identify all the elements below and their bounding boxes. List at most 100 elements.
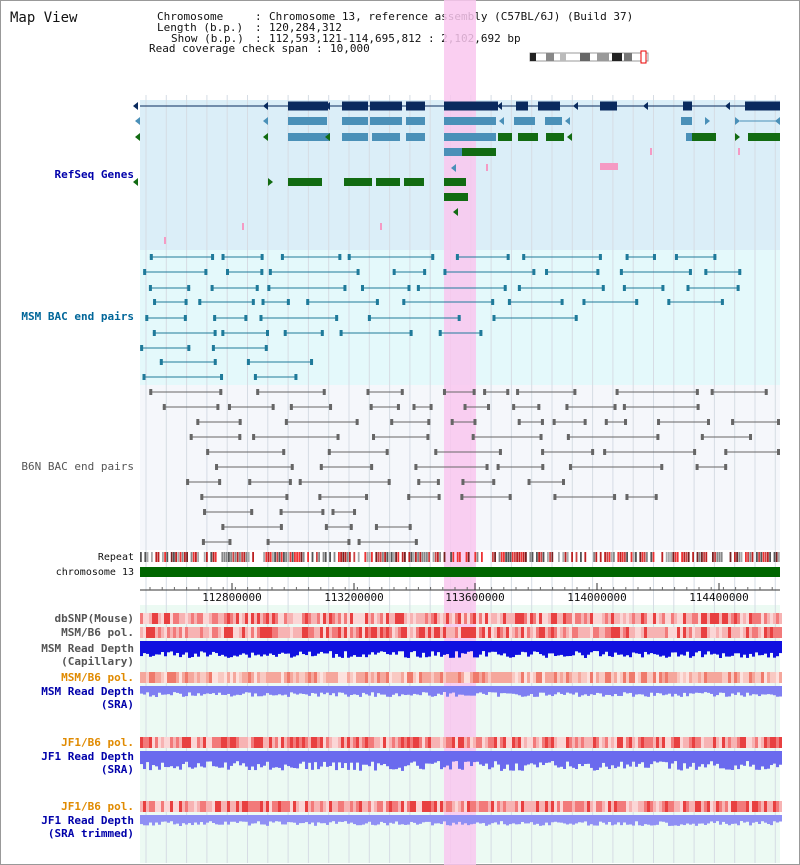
polymorphism-cell bbox=[269, 613, 272, 624]
b6n-bac-pair-end bbox=[749, 434, 753, 440]
read-depth-bar bbox=[683, 641, 686, 656]
read-depth-bar bbox=[176, 641, 179, 653]
polymorphism-cell bbox=[602, 613, 605, 624]
b6n-bac-pair-end bbox=[321, 509, 325, 515]
polymorphism-cell bbox=[605, 613, 608, 624]
read-depth-bar bbox=[170, 641, 173, 652]
polymorphism-cell bbox=[326, 627, 329, 638]
refseq-exon bbox=[514, 117, 535, 125]
polymorphism-cell bbox=[206, 672, 209, 683]
polymorphism-cell bbox=[482, 613, 485, 624]
polymorphism-cell bbox=[317, 672, 320, 683]
read-depth-bar bbox=[533, 641, 536, 652]
polymorphism-cell bbox=[161, 672, 164, 683]
polymorphism-cell bbox=[602, 627, 605, 638]
polymorphism-cell bbox=[506, 737, 509, 748]
read-depth-bar bbox=[542, 686, 545, 693]
read-depth-bar bbox=[755, 641, 758, 653]
polymorphism-cell bbox=[545, 737, 548, 748]
track-label-msm-bac[interactable]: MSM BAC end pairs bbox=[21, 310, 134, 323]
polymorphism-cell bbox=[311, 627, 314, 638]
read-depth-bar bbox=[260, 686, 263, 697]
polymorphism-cell bbox=[638, 801, 641, 812]
polymorphism-cell bbox=[257, 737, 260, 748]
polymorphism-cell bbox=[356, 801, 359, 812]
read-depth-bar bbox=[725, 686, 728, 697]
read-depth-bar bbox=[206, 751, 209, 762]
read-depth-bar bbox=[572, 815, 575, 825]
b6n-bac-pair-end bbox=[266, 539, 270, 545]
polymorphism-cell bbox=[338, 737, 341, 748]
read-depth-bar bbox=[599, 815, 602, 822]
polymorphism-cell bbox=[659, 737, 662, 748]
polymorphism-cell bbox=[677, 672, 680, 683]
polymorphism-cell bbox=[293, 627, 296, 638]
read-depth-bar bbox=[263, 641, 266, 655]
polymorphism-cell bbox=[683, 627, 686, 638]
polymorphism-cell bbox=[581, 737, 584, 748]
repeat-element bbox=[439, 552, 441, 562]
read-depth-bar bbox=[662, 751, 665, 762]
refseq-exon bbox=[288, 117, 327, 125]
polymorphism-cell bbox=[656, 672, 659, 683]
read-depth-bar bbox=[620, 686, 623, 696]
read-depth-bar bbox=[437, 686, 440, 694]
polymorphism-cell bbox=[608, 737, 611, 748]
polymorphism-cell bbox=[590, 627, 593, 638]
read-depth-bar bbox=[473, 751, 476, 763]
read-depth-bar bbox=[572, 686, 575, 695]
b6n-bac-pair-end bbox=[390, 419, 394, 425]
read-depth-bar bbox=[191, 751, 194, 769]
track-label-b6n-bac[interactable]: B6N BAC end pairs bbox=[21, 460, 134, 473]
gene-arrow bbox=[453, 208, 458, 216]
read-depth-bar bbox=[461, 751, 464, 770]
track-label-refseq-genes[interactable]: RefSeq Genes bbox=[54, 168, 134, 181]
read-depth-bar bbox=[188, 686, 191, 693]
b6n-bac-pair-end bbox=[764, 389, 768, 395]
read-depth-bar bbox=[449, 751, 452, 770]
polymorphism-cell bbox=[140, 627, 143, 638]
repeat-element bbox=[542, 552, 545, 562]
polymorphism-cell bbox=[449, 737, 452, 748]
polymorphism-cell bbox=[488, 801, 491, 812]
polymorphism-cell bbox=[248, 672, 251, 683]
msm-bac-pair-end bbox=[479, 330, 483, 336]
polymorphism-cell bbox=[182, 801, 185, 812]
read-depth-bar bbox=[413, 751, 416, 762]
read-depth-bar bbox=[437, 815, 440, 824]
polymorphism-cell bbox=[533, 737, 536, 748]
polymorphism-cell bbox=[554, 801, 557, 812]
read-depth-bar bbox=[473, 686, 476, 696]
read-depth-bar bbox=[545, 751, 548, 763]
polymorphism-cell bbox=[341, 801, 344, 812]
read-depth-bar bbox=[605, 815, 608, 825]
repeat-element bbox=[531, 552, 534, 562]
read-depth-bar bbox=[200, 686, 203, 696]
read-depth-bar bbox=[347, 686, 350, 697]
polymorphism-cell bbox=[455, 672, 458, 683]
polymorphism-cell bbox=[623, 627, 626, 638]
polymorphism-cell bbox=[656, 737, 659, 748]
polymorphism-cell bbox=[248, 737, 251, 748]
b6n-bac-pair-end bbox=[604, 419, 608, 425]
polymorphism-cell bbox=[692, 801, 695, 812]
msm-bac-pair-end bbox=[652, 254, 656, 260]
read-depth-bar bbox=[488, 751, 491, 770]
read-depth-bar bbox=[296, 686, 299, 695]
polymorphism-cell bbox=[644, 627, 647, 638]
read-depth-bar bbox=[341, 641, 344, 658]
refseq-marker bbox=[650, 148, 652, 155]
polymorphism-cell bbox=[344, 801, 347, 812]
polymorphism-cell bbox=[422, 627, 425, 638]
polymorphism-cell bbox=[194, 672, 197, 683]
read-depth-bar bbox=[365, 686, 368, 695]
polymorphism-cell bbox=[482, 801, 485, 812]
read-depth-bar bbox=[665, 641, 668, 658]
repeat-element bbox=[714, 552, 716, 562]
read-depth-bar bbox=[386, 686, 389, 697]
read-depth-bar bbox=[290, 751, 293, 768]
read-depth-bar bbox=[419, 751, 422, 769]
read-depth-bar bbox=[590, 815, 593, 825]
polymorphism-cell bbox=[764, 627, 767, 638]
